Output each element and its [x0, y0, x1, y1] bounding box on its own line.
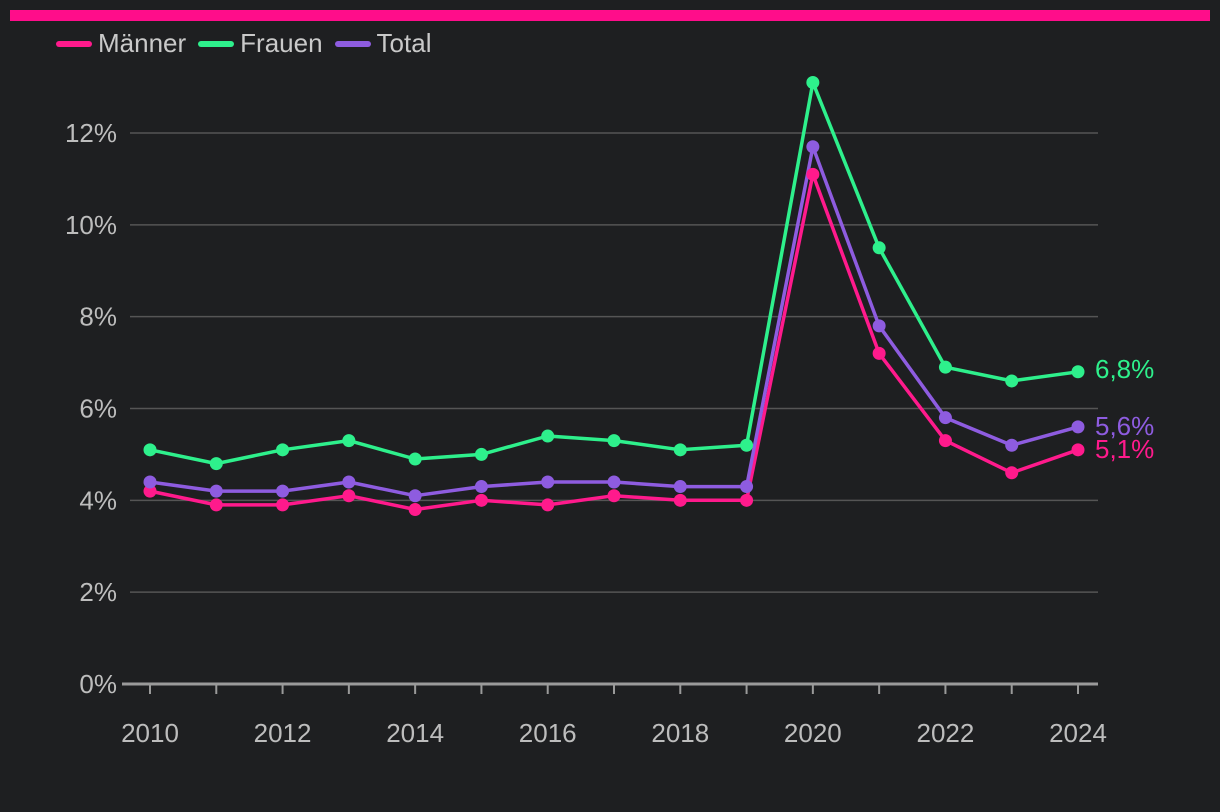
data-point — [342, 434, 356, 448]
x-tick-label: 2024 — [1049, 718, 1107, 748]
legend-item-total[interactable]: Total — [334, 28, 432, 59]
y-tick-label: 0% — [79, 669, 117, 699]
data-point — [1005, 374, 1019, 388]
legend: Männer Frauen Total — [56, 28, 431, 59]
data-point — [342, 475, 356, 489]
data-point — [938, 360, 952, 374]
data-point — [1005, 466, 1019, 480]
y-tick-label: 8% — [79, 302, 117, 332]
data-point — [541, 498, 555, 512]
x-tick-label: 2022 — [917, 718, 975, 748]
end-value-label: 5,1% — [1095, 434, 1154, 464]
data-point — [276, 443, 290, 457]
x-tick-label: 2014 — [386, 718, 444, 748]
data-point — [607, 475, 621, 489]
legend-swatch-frauen — [198, 40, 235, 47]
data-point — [408, 452, 422, 466]
data-point — [209, 498, 223, 512]
data-point — [474, 447, 488, 461]
data-point — [408, 489, 422, 503]
data-point — [872, 319, 886, 333]
data-point — [1071, 365, 1085, 379]
data-point — [408, 503, 422, 517]
data-point — [806, 167, 820, 181]
x-tick-label: 2010 — [121, 718, 179, 748]
legend-item-maenner[interactable]: Männer — [56, 28, 186, 59]
legend-label-frauen: Frauen — [240, 28, 323, 58]
data-point — [541, 475, 555, 489]
data-point — [673, 493, 687, 507]
x-tick-label: 2016 — [519, 718, 577, 748]
data-point — [673, 480, 687, 494]
data-point — [1071, 420, 1085, 434]
data-point — [209, 457, 223, 471]
legend-label-maenner: Männer — [98, 28, 187, 58]
data-point — [276, 484, 290, 498]
data-point — [209, 484, 223, 498]
legend-item-frauen[interactable]: Frauen — [198, 28, 323, 59]
y-tick-label: 12% — [65, 118, 117, 148]
data-point — [143, 484, 157, 498]
data-point — [474, 493, 488, 507]
data-point — [740, 493, 754, 507]
data-point — [541, 429, 555, 443]
x-tick-label: 2012 — [254, 718, 312, 748]
data-point — [276, 498, 290, 512]
data-point — [740, 438, 754, 452]
y-tick-label: 6% — [79, 394, 117, 424]
data-point — [1005, 438, 1019, 452]
data-point — [806, 75, 820, 89]
data-point — [1071, 443, 1085, 457]
data-point — [938, 434, 952, 448]
end-value-label: 6,8% — [1095, 354, 1154, 384]
y-tick-label: 2% — [79, 577, 117, 607]
end-value-label: 5,6% — [1095, 411, 1154, 441]
legend-swatch-maenner — [56, 40, 92, 47]
data-point — [872, 241, 886, 255]
data-point — [673, 443, 687, 457]
y-tick-label: 4% — [79, 485, 117, 515]
data-point — [806, 140, 820, 154]
legend-label-total: Total — [376, 28, 432, 58]
data-point — [474, 480, 488, 494]
data-point — [143, 475, 157, 489]
legend-swatch-total — [334, 40, 371, 47]
x-tick-label: 2018 — [651, 718, 709, 748]
data-point — [740, 480, 754, 494]
y-tick-label: 10% — [65, 210, 117, 240]
data-point — [938, 411, 952, 425]
data-point — [342, 489, 356, 503]
data-point — [607, 489, 621, 503]
data-point — [143, 443, 157, 457]
x-tick-label: 2020 — [784, 718, 842, 748]
data-point — [607, 434, 621, 448]
accent-bar — [10, 10, 1210, 21]
data-point — [872, 346, 886, 360]
